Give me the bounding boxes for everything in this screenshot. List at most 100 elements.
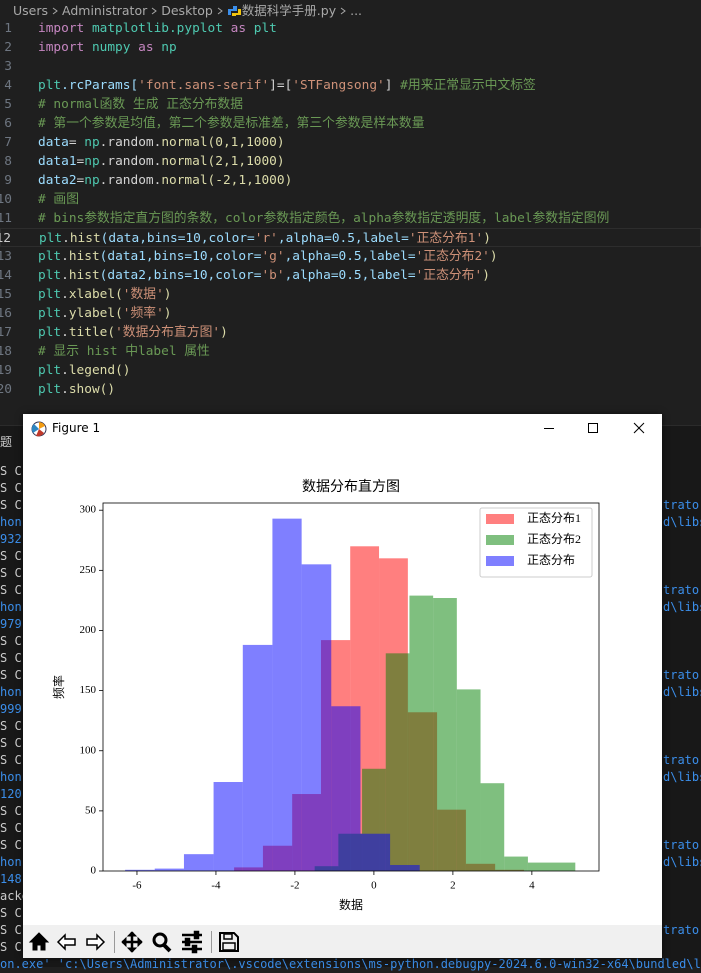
line-number: 12 [0, 231, 11, 246]
maximize-button[interactable] [588, 423, 598, 433]
histogram-bar [527, 862, 576, 871]
breadcrumb-item[interactable]: Desktop [161, 3, 213, 18]
code-token: ) [483, 231, 491, 246]
code-line: 13 plt.hist(data1,bins=10,color='g',alpha… [0, 247, 701, 266]
app-icon [31, 421, 47, 437]
breadcrumb: Users Administrator Desktop 数据科学手册.py... [0, 0, 701, 19]
code-line: 18 # 显示 hist 中label 属性 [0, 342, 701, 361]
code-token: plt [39, 231, 63, 246]
code-token: plt [38, 306, 62, 321]
code-line: 10 # 画图 [0, 190, 701, 209]
code-text: plt.hist(data1,bins=10,color='g',alpha=0… [38, 247, 498, 266]
code-token: . [61, 306, 69, 321]
code-line: 11 # bins参数指定直方图的条数，color参数指定颜色，alpha参数指定… [0, 209, 701, 228]
axes-frame [102, 502, 600, 872]
code-text: data2=np.random.normal(-2,1,1000) [38, 171, 292, 190]
code-token: np [84, 154, 100, 169]
code-token: plt [38, 78, 62, 93]
back-button[interactable] [56, 933, 76, 951]
legend-swatch [486, 514, 514, 524]
chevron-path [52, 7, 58, 14]
legend-label: 正态分布1 [527, 511, 581, 525]
code-token: matplotlib.pyplot [91, 21, 231, 36]
code-token: = [68, 135, 85, 150]
code-token: legend() [68, 363, 131, 378]
home-button[interactable] [28, 932, 50, 951]
code-line: 2 import numpy as np [0, 38, 701, 57]
legend-label: 正态分布2 [527, 532, 581, 546]
code-token: (-2,1,1000) [207, 173, 293, 188]
code-token: ] [384, 78, 401, 93]
histogram-bar [480, 783, 505, 871]
breadcrumb-item[interactable]: Administrator [62, 3, 148, 18]
terminal-text: trator [663, 753, 701, 767]
code-line: 19 plt.legend() [0, 361, 701, 380]
line-number: 2 [4, 40, 12, 55]
code-token: hist [69, 231, 101, 246]
chevron [151, 7, 158, 14]
code-text: plt.show() [38, 380, 115, 399]
forward-button[interactable] [86, 933, 106, 951]
code-text: plt.hist(data2,bins=10,color='b',alpha=0… [38, 266, 490, 285]
histogram-bar [433, 598, 457, 871]
terminal-text: d\libs [663, 600, 701, 614]
code-token: (data1,bins=10,color= [99, 249, 262, 264]
icon-part [231, 8, 241, 16]
histogram-bar [154, 868, 184, 871]
terminal-line: 932' [0, 531, 701, 548]
terminal-text: on.exe' 'c:\Users\Administrator\.vscode\… [0, 957, 701, 971]
code-token: plt [38, 325, 62, 340]
code-line: 12 plt.hist(data,bins=10,color='r',alpha=… [0, 228, 701, 247]
code-line: 20 plt.show() [0, 380, 701, 399]
code-text: import matplotlib.pyplot as plt [38, 19, 277, 38]
python-icon [227, 5, 241, 16]
code-token: ,alpha=0.5,label= [284, 268, 416, 283]
terminal-text: 932' [0, 532, 29, 546]
code-line: 5 # normal函数 生成 正态分布数据 [0, 95, 701, 114]
code-token: data [38, 135, 69, 150]
x-tick-label: -6 [132, 880, 142, 892]
code-token: np [84, 173, 100, 188]
chevron-path [340, 7, 346, 14]
terminal-text: hon. [0, 685, 29, 699]
histogram-bar [331, 706, 361, 871]
code-token: '正态分布1' [408, 231, 484, 246]
configure-button[interactable] [182, 930, 202, 954]
code-token: plt [38, 363, 62, 378]
y-tick-label: 200 [80, 624, 97, 636]
close-button[interactable] [633, 422, 645, 434]
code-token: '数据分布直方图' [115, 325, 221, 340]
code-token: # 显示 hist 中label 属性 [38, 344, 210, 359]
terminal-text: hon. [0, 770, 29, 784]
breadcrumb-item[interactable]: ... [350, 3, 363, 18]
histogram-bar [390, 864, 420, 871]
code-text: plt.legend() [38, 361, 130, 380]
code-text: # normal函数 生成 正态分布数据 [38, 95, 243, 114]
y-tick-label: 150 [80, 684, 97, 696]
code-token: # 画图 [38, 192, 80, 207]
terminal-text: trator [663, 923, 701, 937]
terminal-text: hon. [0, 515, 29, 529]
terminal-text: 148' [0, 872, 29, 886]
code-token: ) [163, 306, 172, 321]
code-text: # 第一个参数是均值，第二个参数是标准差，第三个参数是样本数量 [38, 114, 425, 133]
code-token: '正态分布' [415, 268, 483, 283]
code-token: . [62, 231, 70, 246]
chevron [340, 7, 346, 14]
code-token: # normal函数 生成 正态分布数据 [38, 97, 244, 112]
line-number: 11 [0, 211, 12, 226]
code-token: (2,1,1000) [207, 154, 285, 169]
terminal-text: d\libs [663, 770, 701, 784]
code-token: plt [38, 287, 62, 302]
breadcrumb-item[interactable]: Users [13, 3, 49, 18]
pan-button[interactable] [121, 931, 143, 953]
code-line: 1 import matplotlib.pyplot as plt [0, 19, 701, 38]
zoom-button[interactable] [152, 932, 172, 953]
terminal-text: trator [663, 583, 701, 597]
code-token: data2 [38, 173, 77, 188]
save-button[interactable] [219, 932, 239, 952]
breadcrumb-item[interactable]: 数据科学手册.py [241, 3, 337, 18]
code-token: (data2,bins=10,color= [99, 268, 262, 283]
terminal-line: 979' [0, 616, 701, 633]
